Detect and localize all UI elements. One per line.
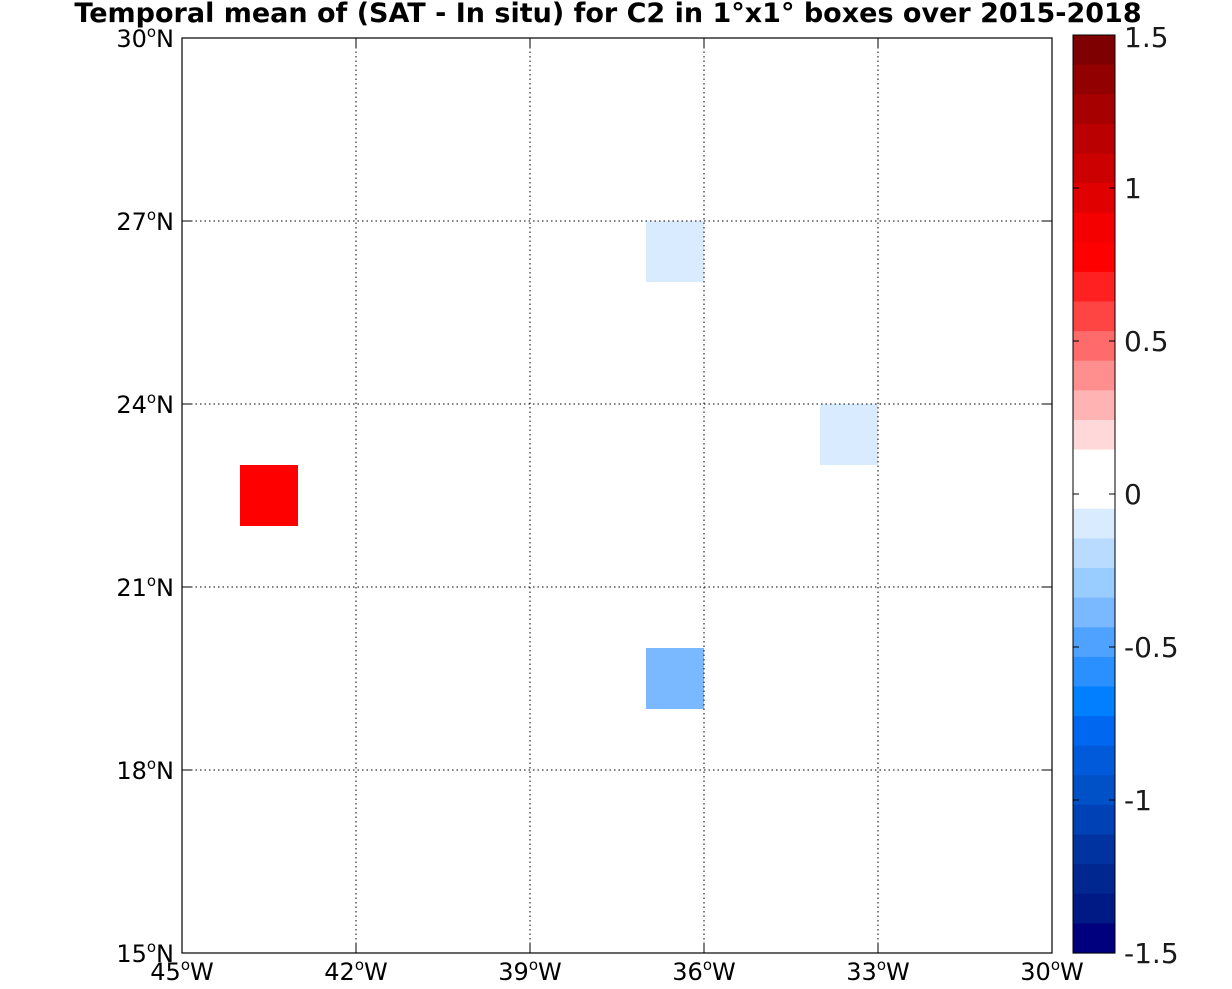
colorbar-segment [1073, 686, 1115, 717]
colorbar-segment [1073, 360, 1115, 391]
colorbar-segment [1073, 35, 1115, 66]
colorbar-tick-label: 1 [1124, 172, 1142, 205]
colorbar-segment [1073, 390, 1115, 421]
colorbar-segment [1073, 716, 1115, 747]
data-cell [240, 465, 298, 526]
colorbar-segment [1073, 479, 1115, 510]
colorbar-segment [1073, 94, 1115, 125]
colorbar-segment [1073, 64, 1115, 95]
x-tick-label: 45oW [150, 956, 213, 984]
colorbar-segment [1073, 864, 1115, 895]
colorbar-segment [1073, 568, 1115, 599]
plot-area: 45oW 42oW 39oW 36oW 33oW 30oW 15oN 18oN 21oN 24oN… [116, 23, 1083, 986]
colorbar-segment [1073, 597, 1115, 628]
y-tick-label: 15oN [116, 938, 174, 968]
colorbar-segment [1073, 212, 1115, 243]
x-tick-label: 36oW [672, 956, 735, 984]
colorbar-segment [1073, 893, 1115, 924]
colorbar-segment [1073, 419, 1115, 451]
colorbar-tick-label: 0 [1124, 478, 1142, 511]
colorbar-tick-label: -1.5 [1124, 937, 1179, 970]
colorbar-tick-label: 1.5 [1124, 21, 1169, 54]
y-tick-label: 30oN [116, 23, 174, 53]
data-cell [646, 221, 704, 282]
axes-frame [181, 37, 1053, 954]
chart-title: Temporal mean of (SAT - In situ) for C2 … [74, 0, 1141, 29]
y-tick-label: 24oN [116, 389, 174, 419]
colorbar-segment [1073, 153, 1115, 184]
colorbar-segment [1073, 331, 1115, 362]
colorbar-segment [1073, 183, 1115, 214]
x-tick-label: 42oW [324, 956, 387, 984]
colorbar-segment [1073, 627, 1115, 658]
colorbar-segment [1073, 301, 1115, 332]
colorbar-segment [1073, 449, 1115, 480]
colorbar-segment [1073, 834, 1115, 865]
colorbar-segment [1073, 123, 1115, 155]
colorbar-tick-label: 0.5 [1124, 325, 1169, 358]
y-tick-label: 27oN [116, 206, 174, 236]
colorbar-segment [1073, 538, 1115, 569]
colorbar-segment [1073, 923, 1115, 954]
colorbar: 1.5 1 0.5 0 -0.5 -1 -1.5 [1072, 21, 1179, 970]
x-tick-label: 30oW [1020, 956, 1083, 984]
x-tick-label: 33oW [846, 956, 909, 984]
data-cell [646, 648, 704, 709]
colorbar-tick-label: -1 [1124, 784, 1152, 817]
colorbar-segment [1073, 508, 1115, 540]
x-tick-label: 39oW [498, 956, 561, 984]
colorbar-segment [1073, 271, 1115, 303]
y-tick-label: 21oN [116, 572, 174, 602]
colorbar-segment [1073, 804, 1115, 836]
y-tick-label: 18oN [116, 755, 174, 785]
plot-background [182, 38, 1052, 953]
colorbar-segment [1073, 745, 1115, 776]
colorbar-tick-label: -0.5 [1124, 631, 1179, 664]
colorbar-segment [1073, 242, 1115, 273]
colorbar-segment [1073, 656, 1115, 688]
colorbar-segment [1073, 775, 1115, 806]
data-cell [820, 404, 878, 465]
